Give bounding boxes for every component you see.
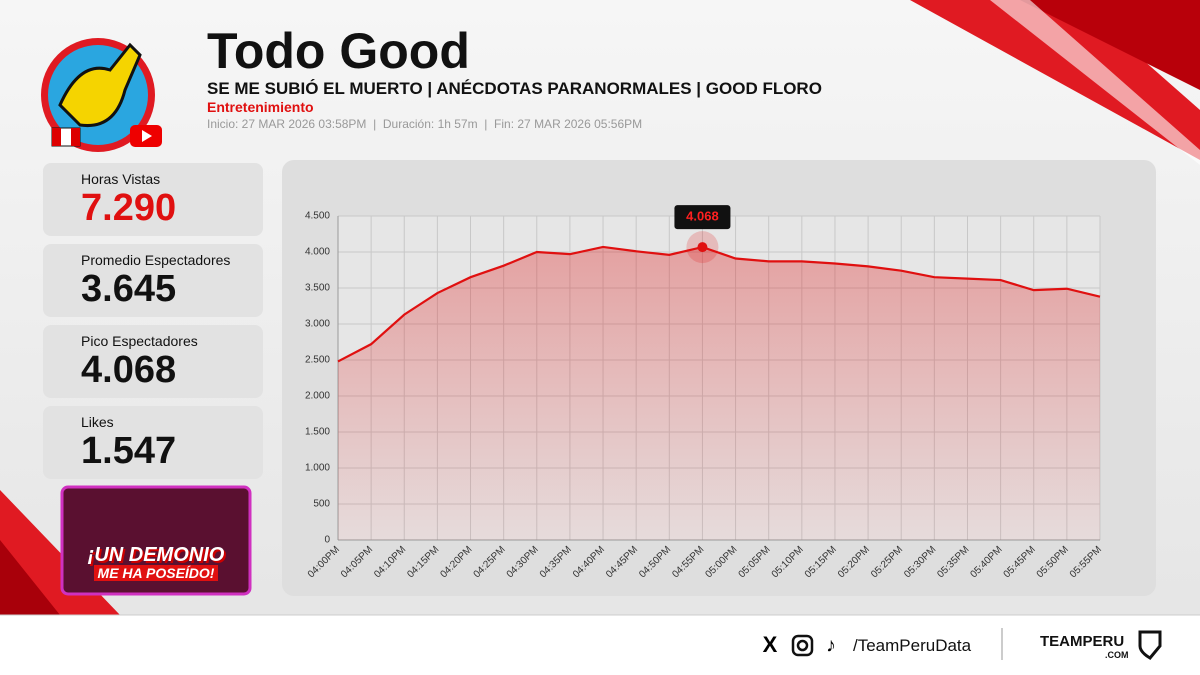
tooltip-box xyxy=(674,205,731,230)
y-tick-label: 1.500 xyxy=(305,427,330,438)
x-tick-label: 05:15PM xyxy=(803,544,839,580)
x-tick-label: 05:30PM xyxy=(902,544,938,580)
chart: 0 500 1.000 1.500 2.000 2.500 3.000 3.500 4.000 4… xyxy=(305,205,1104,580)
brand-sub: .COM xyxy=(1105,650,1129,660)
stat-card: Likes 1.547 xyxy=(43,406,263,479)
y-tick-label: 500 xyxy=(313,499,330,510)
title: Todo Good xyxy=(207,23,470,79)
y-tick-label: 3.500 xyxy=(305,283,330,294)
stat-label: Horas Vistas xyxy=(81,171,161,187)
thumbnail: ¡UN DEMONIO ME HA POSEÍDO! xyxy=(66,545,246,582)
thumb-line: ME HA POSEÍDO! xyxy=(93,565,219,581)
y-tick-label: 3.000 xyxy=(305,319,330,330)
x-tick-label: 04:45PM xyxy=(604,544,640,580)
line xyxy=(337,245,1101,363)
x-tick-label: 05:40PM xyxy=(969,544,1005,580)
x-tick-label: 04:00PM xyxy=(306,544,342,580)
stat-label: Pico Espectadores xyxy=(81,333,198,349)
thumb-line: ¡UN DEMONIO xyxy=(87,544,225,566)
x-tick-label: 05:00PM xyxy=(703,544,739,580)
y-tick-label: 0 xyxy=(324,535,330,546)
x-tick-label: 04:25PM xyxy=(472,544,508,580)
x-tick-label: 05:25PM xyxy=(869,544,905,580)
peak-label: 4.068 xyxy=(686,209,719,224)
y-tick-label: 2.500 xyxy=(305,355,330,366)
handle: /TeamPeruData xyxy=(853,636,972,655)
x-tick-label: 05:45PM xyxy=(1002,544,1038,580)
x-tick-label: 05:10PM xyxy=(770,544,806,580)
subtitle: SE ME SUBIÓ EL MUERTO | ANÉCDOTAS PARANO… xyxy=(207,79,822,98)
x-tick-label: 04:10PM xyxy=(372,544,408,580)
x-tick-label: 04:30PM xyxy=(505,544,541,580)
stat-label: Likes xyxy=(81,414,114,430)
peak-point xyxy=(697,242,708,253)
stat-value: 1.547 xyxy=(81,430,177,472)
brand: TEAMPERU xyxy=(1040,633,1125,650)
stat-card: Horas Vistas 7.290 xyxy=(43,163,263,236)
svg-text:X: X xyxy=(763,632,778,657)
x-tick-label: 04:50PM xyxy=(637,544,673,580)
x-tick-label: 05:35PM xyxy=(935,544,971,580)
y-tick-label: 1.000 xyxy=(305,463,330,474)
area xyxy=(338,246,1100,540)
x-tick-label: 05:20PM xyxy=(836,544,872,580)
x-tick-label: 04:20PM xyxy=(438,544,474,580)
x-tick-label: 05:50PM xyxy=(1035,544,1071,580)
x-tick-label: 05:05PM xyxy=(737,544,773,580)
x-tick-label: 04:35PM xyxy=(538,544,574,580)
x-tick-label: 05:55PM xyxy=(1068,544,1104,580)
category: Entretenimiento xyxy=(207,99,314,115)
svg-text:♪: ♪ xyxy=(826,634,836,656)
stat-value: 4.068 xyxy=(81,349,177,391)
y-tick-label: 4.000 xyxy=(305,247,330,258)
y-tick-label: 4.500 xyxy=(305,211,330,222)
stat-value: 7.290 xyxy=(81,187,177,229)
x-tick-label: 04:55PM xyxy=(670,544,706,580)
stat-value: 3.645 xyxy=(81,268,177,310)
x-tick-label: 04:40PM xyxy=(571,544,607,580)
meta: Inicio: 27 MAR 2026 03:58PM | Duración: … xyxy=(207,117,643,131)
stat-card: Promedio Espectadores 3.645 xyxy=(43,244,263,317)
x-tick-label: 04:05PM xyxy=(339,544,375,580)
y-tick-label: 2.000 xyxy=(305,391,330,402)
x-tick-label: 04:15PM xyxy=(405,544,441,580)
stat-card: Pico Espectadores 4.068 xyxy=(43,325,263,398)
stat-label: Promedio Espectadores xyxy=(81,252,231,268)
